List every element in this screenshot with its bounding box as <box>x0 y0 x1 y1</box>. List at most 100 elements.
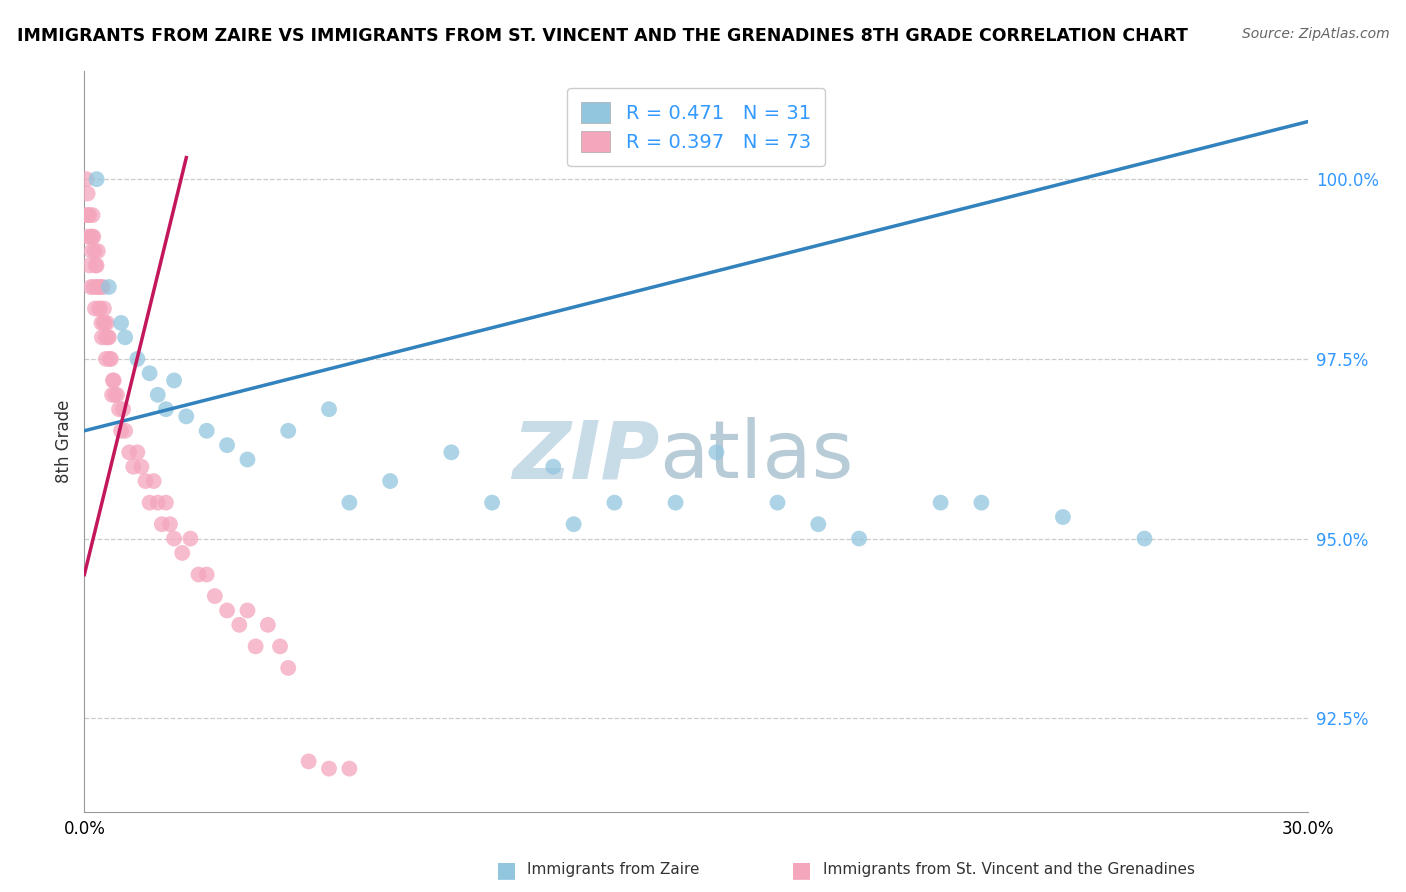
Point <box>86 280 108 294</box>
Point <box>122 459 145 474</box>
Text: IMMIGRANTS FROM ZAIRE VS IMMIGRANTS FROM ST. VINCENT AND THE GRENADINES 8TH GRAD: IMMIGRANTS FROM ZAIRE VS IMMIGRANTS FROM… <box>17 27 1188 45</box>
Point <box>163 532 186 546</box>
Point <box>82 229 104 244</box>
Point <box>80 280 103 294</box>
Point <box>110 316 132 330</box>
Point <box>481 495 503 509</box>
Point <box>84 301 107 316</box>
Point <box>848 532 870 546</box>
Point <box>83 244 105 258</box>
Point <box>94 351 117 366</box>
Point <box>80 244 103 258</box>
Point <box>155 402 177 417</box>
Point <box>217 438 239 452</box>
Point <box>90 316 112 330</box>
Point <box>93 316 115 330</box>
Point <box>380 474 402 488</box>
Point <box>79 259 101 273</box>
Point <box>82 208 104 222</box>
Text: ■: ■ <box>792 860 811 880</box>
Point <box>142 474 165 488</box>
Point <box>257 617 280 632</box>
Point <box>94 330 117 344</box>
Point <box>665 495 688 509</box>
Point <box>118 445 141 459</box>
Point <box>970 495 993 509</box>
Text: Immigrants from Zaire: Immigrants from Zaire <box>527 863 700 877</box>
Text: ■: ■ <box>496 860 516 880</box>
Point <box>110 424 132 438</box>
Point <box>87 244 110 258</box>
Point <box>101 388 124 402</box>
Point <box>101 374 124 388</box>
Point <box>76 186 98 201</box>
Point <box>90 280 112 294</box>
Point <box>104 388 127 402</box>
Text: atlas: atlas <box>659 417 853 495</box>
Point <box>187 567 209 582</box>
Point <box>91 280 114 294</box>
Point <box>1133 532 1156 546</box>
Point <box>706 445 728 459</box>
Point <box>204 589 226 603</box>
Point <box>114 330 136 344</box>
Point <box>131 459 153 474</box>
Text: ZIP: ZIP <box>512 417 659 495</box>
Point <box>277 661 299 675</box>
Point <box>172 546 194 560</box>
Point <box>339 762 361 776</box>
Point <box>440 445 463 459</box>
Point <box>146 388 169 402</box>
Point <box>318 762 340 776</box>
Point <box>195 567 218 582</box>
Point <box>87 301 110 316</box>
Point <box>97 330 120 344</box>
Point <box>127 445 149 459</box>
Point <box>100 351 122 366</box>
Point <box>195 424 218 438</box>
Point <box>163 374 186 388</box>
Point <box>77 229 100 244</box>
Point <box>83 280 105 294</box>
Point <box>103 374 125 388</box>
Text: Source: ZipAtlas.com: Source: ZipAtlas.com <box>1241 27 1389 41</box>
Point <box>76 208 98 222</box>
Point <box>96 316 118 330</box>
Point <box>93 316 115 330</box>
Point <box>138 366 160 380</box>
Point <box>228 617 250 632</box>
Point <box>174 409 197 424</box>
Point <box>179 532 201 546</box>
Point <box>77 208 100 222</box>
Point <box>236 603 259 617</box>
Point <box>929 495 952 509</box>
Point <box>75 172 97 186</box>
Y-axis label: 8th Grade: 8th Grade <box>55 400 73 483</box>
Point <box>135 474 157 488</box>
Point <box>766 495 789 509</box>
Point <box>90 330 112 344</box>
Point <box>105 388 128 402</box>
Point <box>127 351 149 366</box>
Point <box>138 495 160 509</box>
Point <box>603 495 626 509</box>
Point <box>562 517 585 532</box>
Point <box>339 495 361 509</box>
Text: Immigrants from St. Vincent and the Grenadines: Immigrants from St. Vincent and the Gren… <box>823 863 1195 877</box>
Point <box>97 330 120 344</box>
Point <box>277 424 299 438</box>
Point <box>807 517 830 532</box>
Point <box>155 495 177 509</box>
Point <box>1052 510 1074 524</box>
Point <box>97 280 120 294</box>
Point <box>79 229 101 244</box>
Point <box>146 495 169 509</box>
Point <box>93 301 115 316</box>
Point <box>543 459 565 474</box>
Point <box>89 301 111 316</box>
Point <box>318 402 340 417</box>
Point <box>86 172 108 186</box>
Point <box>114 424 136 438</box>
Point <box>84 259 107 273</box>
Point <box>86 259 108 273</box>
